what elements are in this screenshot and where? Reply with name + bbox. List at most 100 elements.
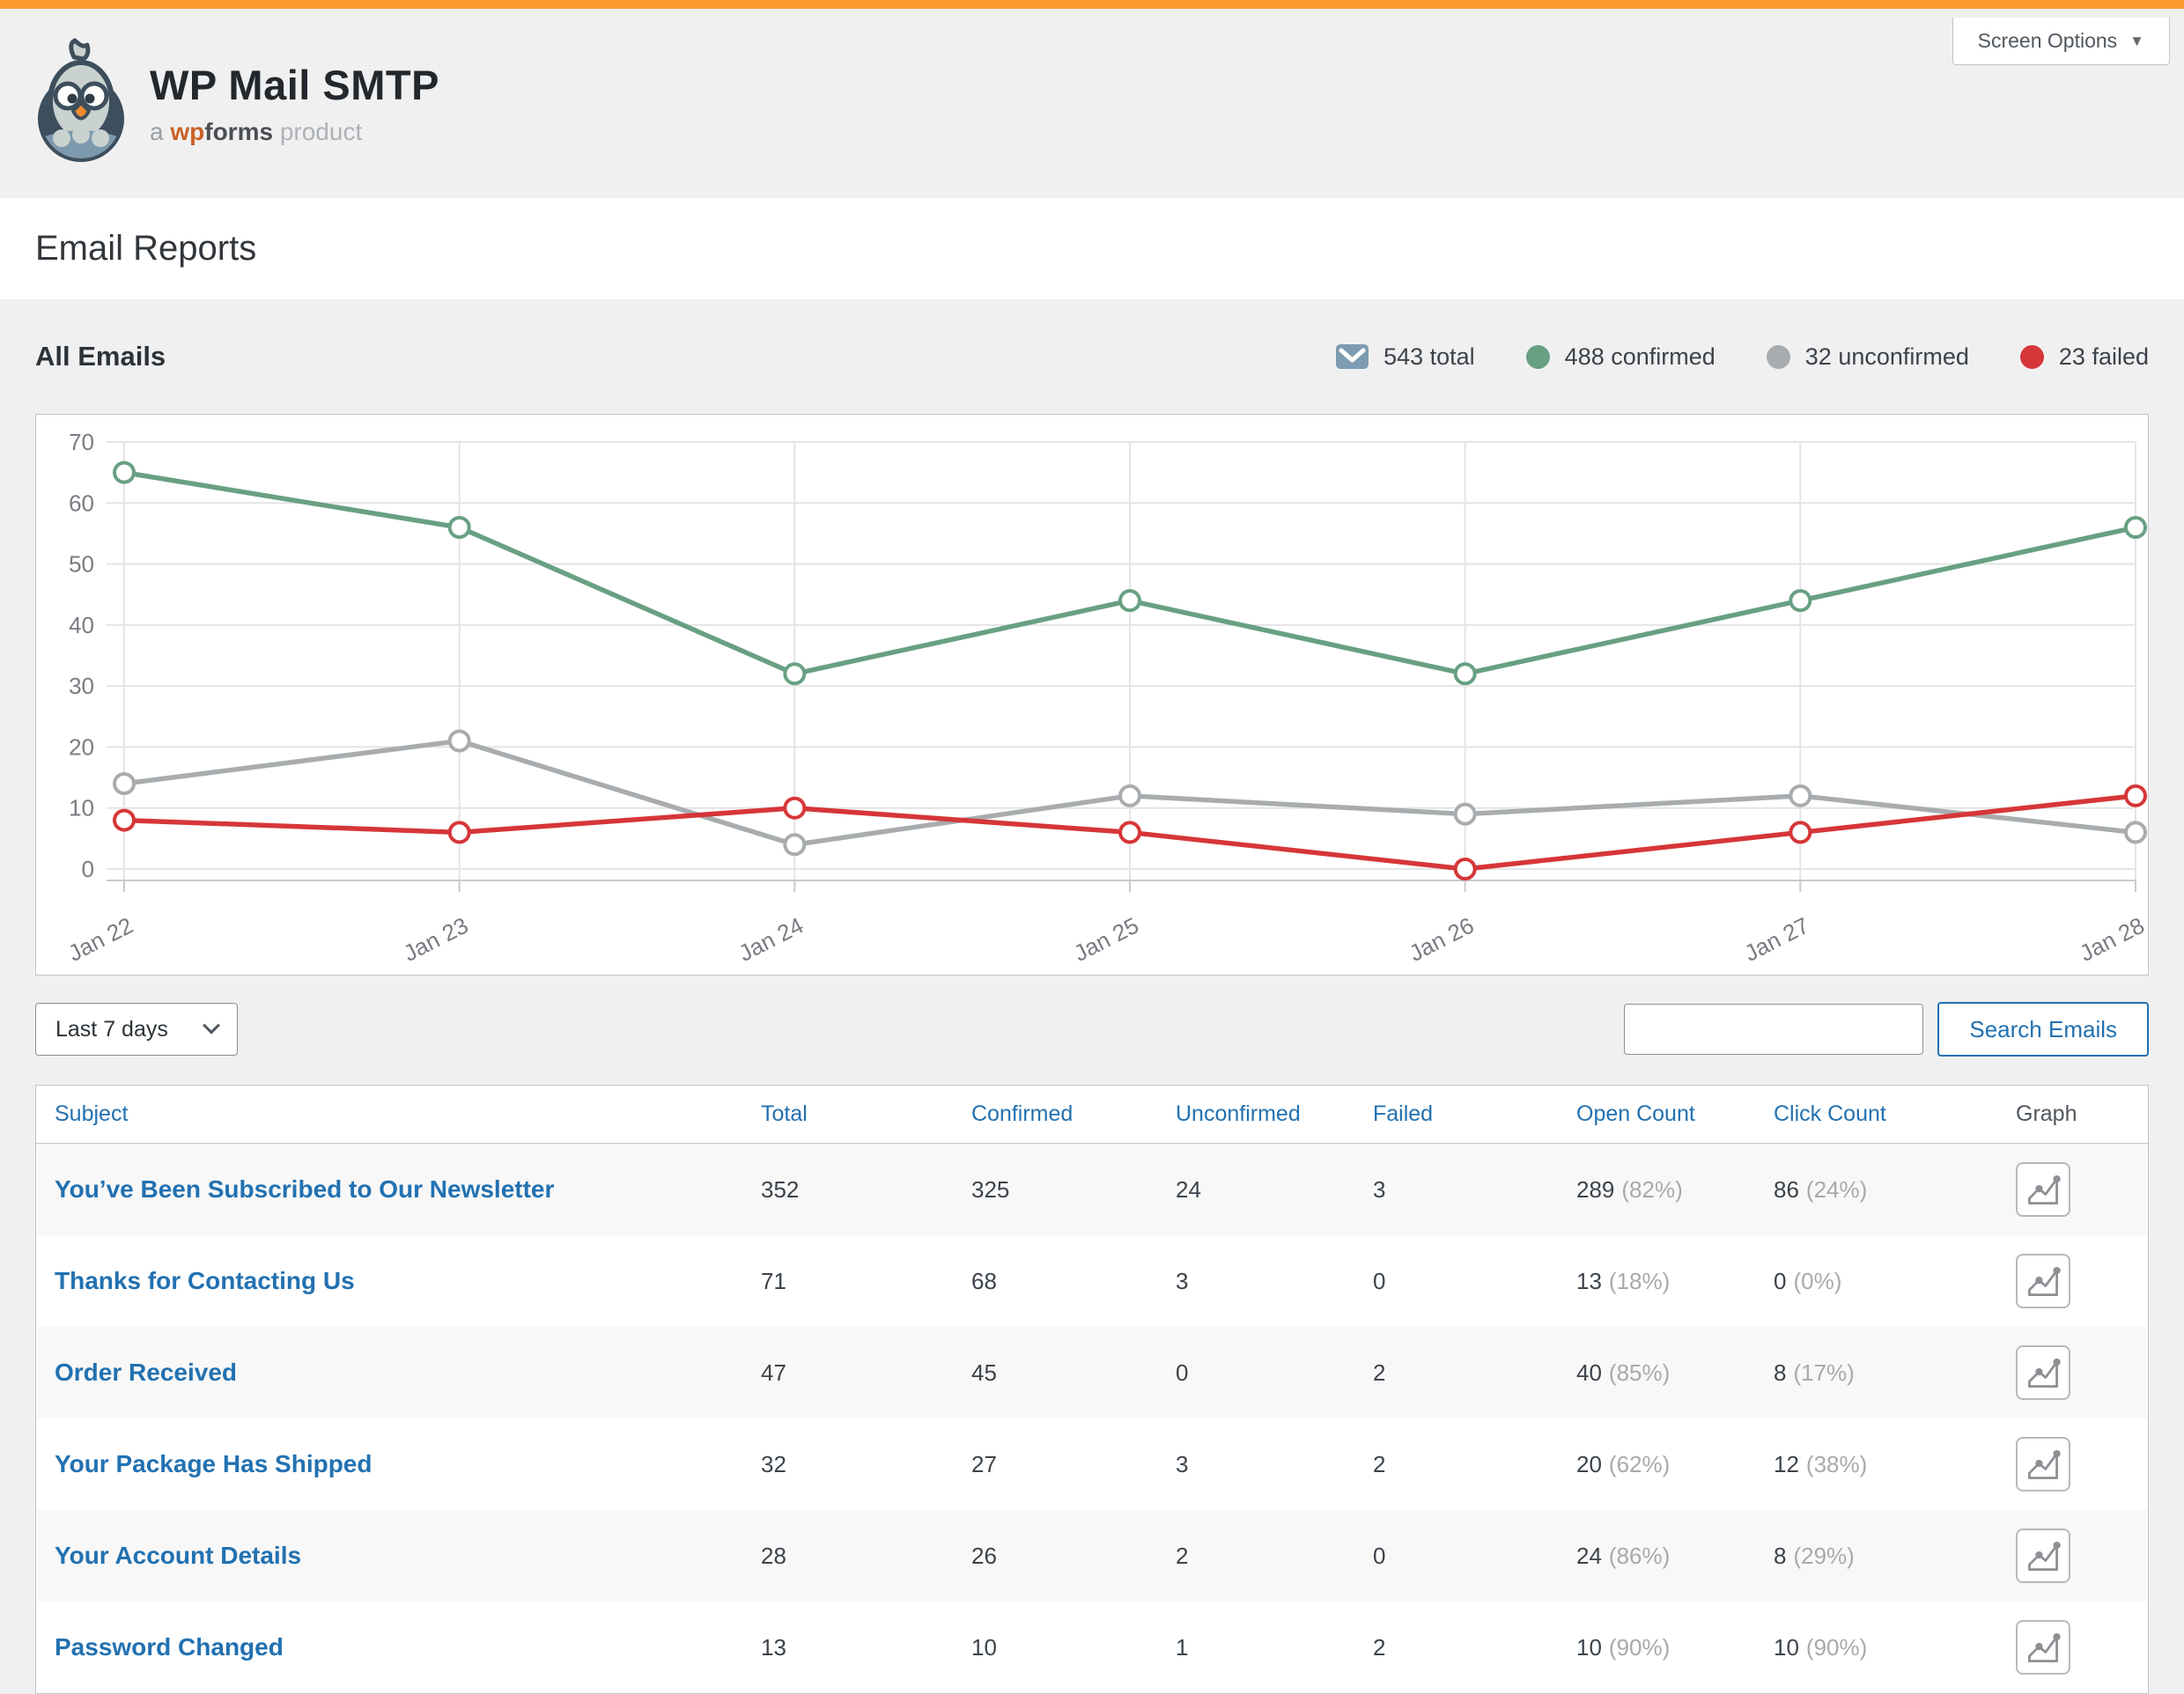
chevron-down-icon: ▼ (2129, 32, 2144, 49)
unconfirmed-cell: 3 (1176, 1267, 1189, 1294)
email-subject-link[interactable]: You’ve Been Subscribed to Our Newsletter (55, 1175, 555, 1203)
svg-text:Jan 27: Jan 27 (1740, 912, 1813, 967)
open-count-cell: 10 (90%) (1576, 1633, 1671, 1661)
table-header-row: Subject Total Confirmed Unconfirmed Failed Op… (36, 1086, 2148, 1144)
column-header-open-count[interactable]: Open Count (1576, 1101, 1695, 1126)
brand-tagline: a wpforms product (150, 118, 363, 145)
search-input[interactable] (1624, 1004, 1924, 1055)
column-header-subject[interactable]: Subject (55, 1101, 129, 1126)
total-cell: 13 (761, 1633, 786, 1661)
series-failed-line (113, 784, 2147, 880)
chart-line-icon (2024, 1353, 2062, 1392)
total-cell: 32 (761, 1450, 786, 1477)
app-title: WP Mail SMTP (150, 62, 439, 108)
total-cell: 28 (761, 1542, 786, 1569)
confirmed-cell: 10 (971, 1633, 997, 1661)
column-header-total[interactable]: Total (761, 1101, 808, 1126)
column-header-confirmed[interactable]: Confirmed (971, 1101, 1074, 1126)
total-cell: 71 (761, 1267, 786, 1294)
tagline-forms: forms (204, 118, 274, 145)
svg-text:60: 60 (69, 490, 94, 516)
svg-text:0: 0 (82, 856, 94, 882)
svg-text:Jan 22: Jan 22 (64, 912, 137, 967)
screen-options-button[interactable]: Screen Options ▼ (1952, 18, 2170, 65)
email-subject-link[interactable]: Thanks for Contacting Us (55, 1267, 355, 1294)
table-row: Thanks for Contacting Us 71 68 3 0 13 (18%) 0 (0… (36, 1235, 2148, 1327)
table-row: Password Changed 13 10 1 2 10 (90%) 10 (90%) (36, 1602, 2148, 1693)
confirmed-cell: 45 (971, 1359, 997, 1386)
envelope-icon (1336, 344, 1369, 369)
svg-text:70: 70 (69, 429, 94, 455)
failed-cell: 3 (1373, 1175, 1386, 1203)
column-header-graph: Graph (2016, 1101, 2077, 1126)
failed-cell: 0 (1373, 1267, 1386, 1294)
confirmed-cell: 26 (971, 1542, 997, 1569)
unconfirmed-cell: 24 (1176, 1175, 1201, 1203)
failed-cell: 2 (1373, 1450, 1386, 1477)
column-header-click-count[interactable]: Click Count (1774, 1101, 1886, 1126)
click-count-cell: 0 (0%) (1774, 1267, 1842, 1294)
svg-text:Jan 23: Jan 23 (399, 912, 472, 967)
unconfirmed-cell: 2 (1176, 1542, 1189, 1569)
total-cell: 352 (761, 1175, 800, 1203)
open-count-cell: 289 (82%) (1576, 1175, 1683, 1203)
email-reports-table: Subject Total Confirmed Unconfirmed Failed Op… (35, 1085, 2149, 1694)
column-header-unconfirmed[interactable]: Unconfirmed (1176, 1101, 1301, 1126)
failed-cell: 2 (1373, 1633, 1386, 1661)
svg-text:30: 30 (69, 673, 94, 699)
dot-icon (1766, 344, 1790, 369)
click-count-cell: 8 (17%) (1774, 1359, 1855, 1386)
total-cell: 47 (761, 1359, 786, 1386)
failed-cell: 0 (1373, 1542, 1386, 1569)
graph-button[interactable] (2016, 1254, 2070, 1308)
legend-total: 543 total (1336, 343, 1475, 371)
email-subject-link[interactable]: Password Changed (55, 1633, 284, 1661)
column-header-failed[interactable]: Failed (1373, 1101, 1434, 1126)
email-subject-link[interactable]: Your Package Has Shipped (55, 1450, 373, 1477)
legend-failed: 23 failed (2019, 342, 2149, 371)
page-title-band: Email Reports (0, 198, 2184, 299)
graph-button[interactable] (2016, 1437, 2070, 1491)
table-row: You’ve Been Subscribed to Our Newsletter… (36, 1144, 2148, 1235)
table-body: You’ve Been Subscribed to Our Newsletter… (36, 1144, 2148, 1693)
unconfirmed-cell: 3 (1176, 1450, 1189, 1477)
email-report-chart: 0 10 20 30 40 50 60 70 Jan 22 Jan 23 Jan 24 Jan 25 J… (35, 414, 2149, 976)
legend-label: 23 failed (2058, 342, 2149, 370)
page-title: Email Reports (35, 229, 257, 268)
open-count-cell: 40 (85%) (1576, 1359, 1671, 1386)
section-header: All Emails 543 total 488 confirmed 32 unco… (35, 299, 2149, 414)
dot-icon (2019, 344, 2044, 369)
chevron-down-icon (203, 1016, 220, 1035)
dot-icon (1525, 344, 1550, 369)
graph-button[interactable] (2016, 1162, 2070, 1217)
open-count-cell: 20 (62%) (1576, 1450, 1671, 1477)
svg-text:Jan 26: Jan 26 (1405, 912, 1478, 967)
tagline-wp: wp (170, 118, 205, 145)
search-group: Search Emails (1624, 1002, 2149, 1057)
chart-line-icon (2024, 1536, 2062, 1575)
open-count-cell: 13 (18%) (1576, 1267, 1671, 1294)
graph-button[interactable] (2016, 1528, 2070, 1583)
table-row: Order Received 47 45 0 2 40 (85%) 8 (17%) (36, 1327, 2148, 1418)
graph-button[interactable] (2016, 1345, 2070, 1400)
date-range-select[interactable]: Last 7 days (35, 1003, 238, 1056)
series-unconfirmed-line (113, 729, 2147, 857)
table-controls: Last 7 days Search Emails (35, 1002, 2149, 1057)
click-count-cell: 10 (90%) (1774, 1633, 1868, 1661)
svg-text:20: 20 (69, 733, 94, 760)
top-accent-bar (0, 0, 2184, 9)
pigeon-logo-icon (35, 38, 127, 169)
email-subject-link[interactable]: Your Account Details (55, 1542, 302, 1569)
chart-legend: 543 total 488 confirmed 32 unconfirmed 23 f… (1336, 343, 2149, 371)
search-emails-button[interactable]: Search Emails (1937, 1002, 2149, 1057)
email-subject-link[interactable]: Order Received (55, 1359, 237, 1386)
screen-options-label: Screen Options (1977, 29, 2118, 52)
app-header: WP Mail SMTP a wpforms product Screen Op… (0, 9, 2184, 198)
confirmed-cell: 325 (971, 1175, 1010, 1203)
date-range-value: Last 7 days (55, 1016, 168, 1042)
brand: WP Mail SMTP a wpforms product (35, 38, 439, 169)
chart-line-icon (2024, 1445, 2062, 1484)
legend-label: 488 confirmed (1564, 342, 1715, 370)
click-count-cell: 12 (38%) (1774, 1450, 1868, 1477)
graph-button[interactable] (2016, 1620, 2070, 1675)
